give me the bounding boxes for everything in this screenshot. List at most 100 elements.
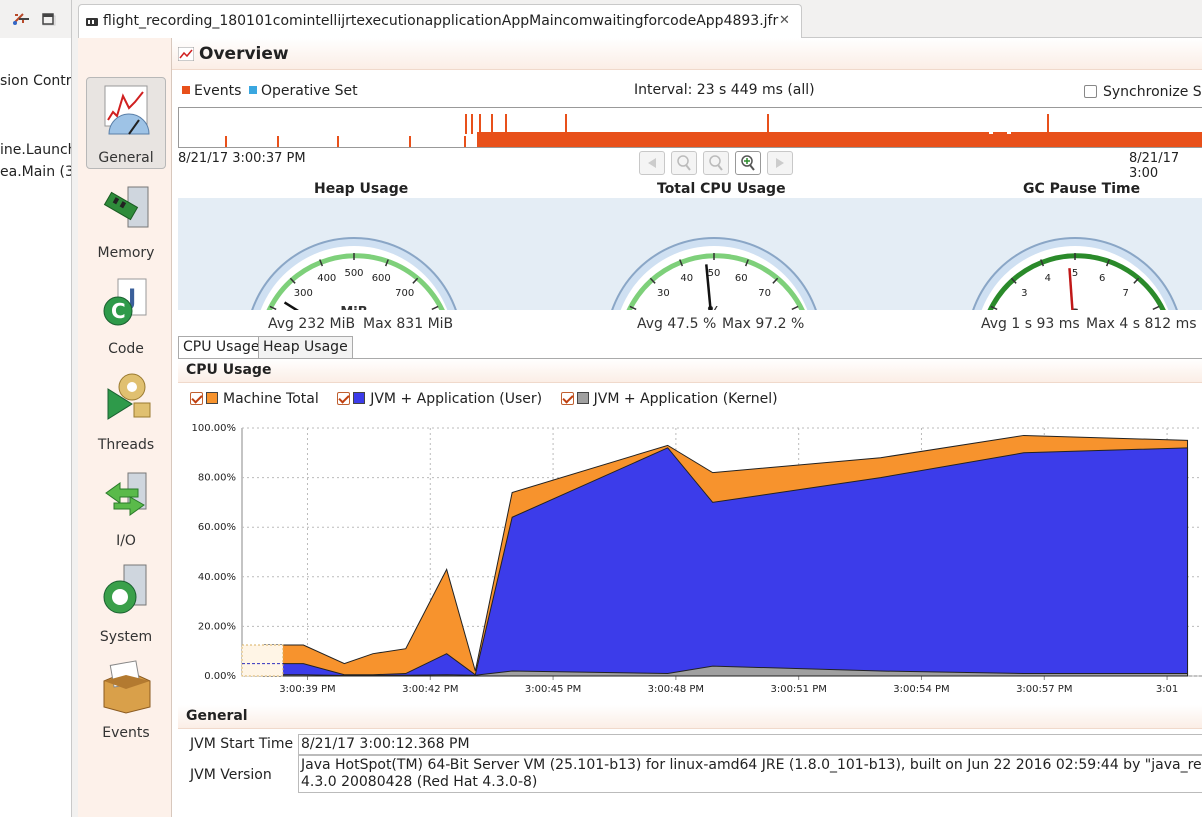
gauge-tick-label: 3: [1021, 288, 1027, 299]
nav-label: Threads: [97, 437, 155, 453]
gauge-inner: [620, 246, 808, 310]
zoom-in-button[interactable]: [735, 151, 761, 175]
gauge-band: [266, 253, 445, 310]
gauge-tick: [384, 259, 389, 267]
gauge-tick-label: 700: [395, 288, 414, 299]
gauge-max-needle: [1068, 268, 1074, 310]
gauge-tick: [269, 305, 277, 310]
gauge-title: Heap Usage: [314, 181, 409, 197]
nav-label: System: [99, 629, 153, 645]
checkbox-icon[interactable]: [560, 392, 574, 405]
tree-item[interactable]: ine.Launch: [0, 142, 72, 158]
x-tick-label: 3:00:39 PM: [279, 684, 335, 695]
x-tick-label: 3:00:51 PM: [770, 684, 826, 695]
legend-machine-total[interactable]: Machine Total: [190, 391, 319, 407]
gauge-tick: [1105, 259, 1110, 267]
gauge-max: Max 831 MiB: [363, 316, 454, 332]
nav-io[interactable]: I/O: [86, 461, 166, 553]
event-tick: [493, 136, 495, 147]
java-code-icon: J C: [103, 278, 147, 326]
x-tick-label: 3:00:42 PM: [402, 684, 458, 695]
tab-heap-usage[interactable]: Heap Usage: [258, 336, 353, 358]
gauge-tick: [1040, 259, 1045, 267]
gauge-title: Total CPU Usage: [657, 181, 786, 197]
nav-code[interactable]: J C Code: [86, 269, 166, 361]
x-tick-label: 3:01: [1156, 684, 1178, 695]
tab-cpu-usage[interactable]: CPU Usage: [178, 336, 265, 358]
event-tick: [689, 136, 691, 147]
zoom-in-icon: [741, 155, 755, 171]
event-spike: [471, 114, 473, 134]
scroll-right-button[interactable]: [767, 151, 793, 175]
jvm-start-time-value[interactable]: 8/21/17 3:00:12.368 PM: [298, 734, 1202, 755]
cpu-usage-section-header: CPU Usage: [178, 359, 1202, 383]
legend-jvm-user[interactable]: JVM + Application (User): [337, 391, 542, 407]
scroll-left-button[interactable]: [639, 151, 665, 175]
gauge-tick: [679, 259, 684, 267]
gauge-tick-label: 600: [372, 273, 391, 284]
event-tick: [509, 136, 511, 147]
gauge-band: [987, 253, 1166, 310]
close-icon[interactable]: ✕: [779, 13, 790, 28]
nav-events[interactable]: Events: [86, 653, 166, 745]
sash[interactable]: [72, 0, 78, 817]
zoom-out-full-button[interactable]: [703, 151, 729, 175]
package-explorer-view: sion Contro ine.Launch ea.Main (30: [0, 0, 72, 817]
cpu-usage-chart[interactable]: 0.00% 20.00% 40.00% 60.00% 80.00% 100.00% 3:00…: [178, 414, 1202, 704]
events-legend-label: Events: [194, 83, 242, 99]
gauge-avg: Avg 1 s 93 ms: [981, 316, 1080, 332]
section-title: General: [186, 708, 248, 724]
gauge-tick: [744, 259, 749, 267]
event-tick: [839, 136, 841, 147]
svg-text:J: J: [126, 286, 136, 311]
gauge-tick-label: 50: [708, 268, 721, 279]
gauge-avg: Avg 47.5 %: [637, 316, 717, 332]
gauge-avg: Avg 232 MiB: [268, 316, 356, 332]
maximize-icon[interactable]: [42, 13, 54, 25]
event-tick: [479, 136, 481, 147]
x-tick-label: 3:00:48 PM: [648, 684, 704, 695]
gauge-tick-label: 40: [680, 273, 693, 284]
timeline-end: 8/21/17 3:00: [1129, 151, 1180, 181]
overview-icon: [178, 47, 194, 61]
tree-item[interactable]: sion Contro: [0, 73, 72, 89]
editor-tab-bar: flight_recording_180101comintellijrtexec…: [78, 0, 1202, 38]
checkbox-icon[interactable]: [337, 392, 351, 405]
zoom-out-button[interactable]: [671, 151, 697, 175]
incomplete-data-region: [241, 644, 284, 677]
arrow-left-icon: [648, 158, 656, 168]
range-navigator[interactable]: [178, 107, 1202, 148]
checkbox-box[interactable]: [1084, 85, 1097, 98]
jvm-version-value[interactable]: Java HotSpot(TM) 64-Bit Server VM (25.10…: [298, 755, 1202, 793]
checkbox-icon[interactable]: [190, 392, 203, 405]
gauge-tick: [629, 305, 637, 310]
legend-label: Machine Total: [223, 391, 319, 407]
nav-memory[interactable]: Memory: [86, 173, 166, 265]
synchronize-checkbox[interactable]: Synchronize Se: [1084, 84, 1202, 100]
synchronize-label: Synchronize Se: [1103, 84, 1202, 100]
y-tick-label: 60.00%: [198, 522, 236, 533]
link-editor-icon[interactable]: [12, 12, 26, 26]
section-title: CPU Usage: [186, 362, 272, 378]
nav-general[interactable]: General: [86, 77, 166, 169]
gauge-tick-label: 70: [758, 288, 771, 299]
event-tick: [566, 136, 568, 147]
editor-tab[interactable]: flight_recording_180101comintellijrtexec…: [78, 4, 802, 38]
gauge-tick: [1152, 305, 1160, 310]
nav-system[interactable]: System: [86, 557, 166, 649]
gauge-unit: MiB: [340, 305, 367, 310]
legend-jvm-kernel[interactable]: JVM + Application (Kernel): [560, 391, 778, 407]
x-tick-label: 3:00:54 PM: [893, 684, 949, 695]
gauge-tick-label: 400: [317, 273, 336, 284]
jvm-version-label: JVM Version: [190, 767, 272, 783]
event-spike: [505, 114, 507, 134]
legend-swatch: [353, 392, 366, 404]
gauge-tick-label: 5: [1072, 268, 1078, 279]
minimize-icon[interactable]: [18, 13, 30, 25]
tree-item[interactable]: ea.Main (30: [0, 164, 71, 180]
event-tick: [225, 136, 227, 147]
nav-threads[interactable]: Threads: [86, 365, 166, 457]
y-tick-label: 0.00%: [204, 671, 236, 682]
threads-gears-icon: [107, 373, 151, 420]
jvm-version-line: 4.3.0 20080428 (Red Hat 4.3.0-8): [301, 774, 538, 790]
